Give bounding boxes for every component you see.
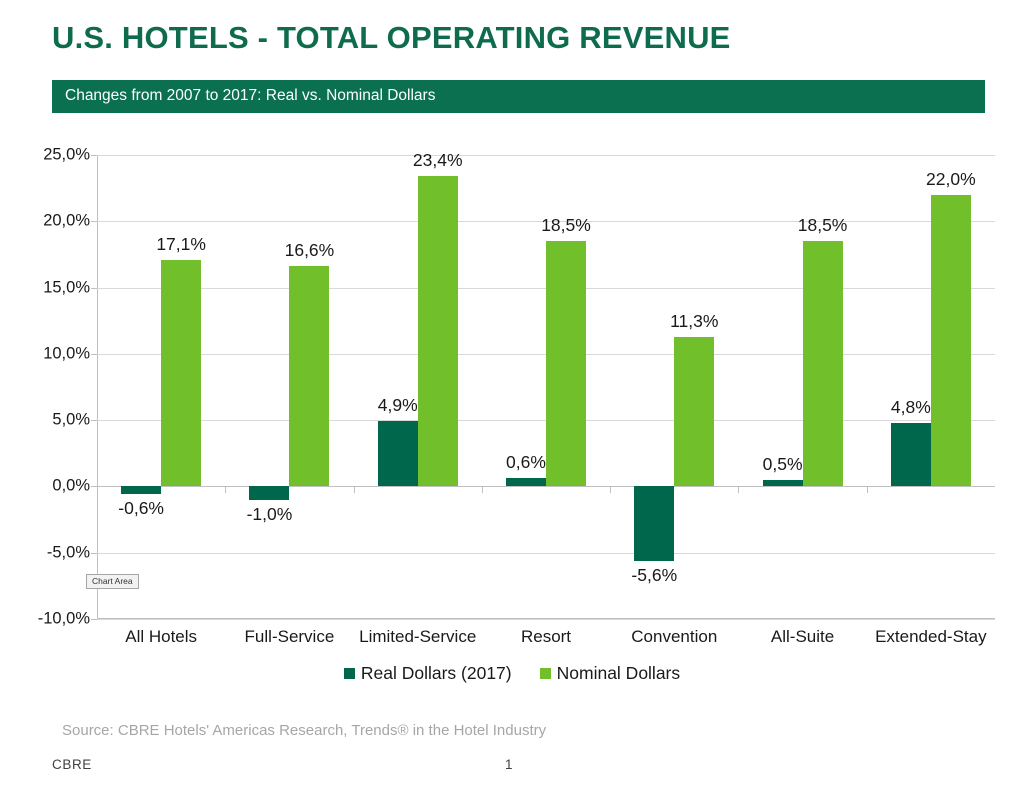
- x-axis-category-label: Full-Service: [244, 627, 335, 646]
- y-axis-line: [97, 155, 98, 619]
- y-axis-tick: [91, 353, 97, 355]
- legend-item-real-dollars[interactable]: Real Dollars (2017): [343, 663, 512, 684]
- bar-nominal-dollars[interactable]: [417, 176, 458, 487]
- bar-real-dollars[interactable]: [377, 421, 418, 487]
- y-axis-labels: 25,0% 20,0% 15,0% 10,0% 5,0% 0,0% -5,0% -10,0%: [12, 146, 90, 628]
- y-axis-tick: [91, 619, 97, 620]
- footer-brand: CBRE: [52, 757, 92, 772]
- x-axis-category-label: Extended-Stay: [875, 627, 987, 646]
- bar-value-label: 18,5%: [797, 215, 848, 236]
- x-axis-category-label: Resort: [520, 627, 572, 646]
- bar-value-label: 17,1%: [156, 233, 206, 254]
- y-axis-tick: [91, 155, 97, 156]
- category-tick: [353, 486, 355, 494]
- bar-real-dollars[interactable]: [762, 479, 803, 487]
- bar-value-label: 11,3%: [670, 310, 719, 331]
- category-tick: [481, 486, 483, 494]
- gridline: [97, 155, 995, 156]
- y-axis-label: 25,0%: [43, 145, 90, 164]
- bar-value-label: -0,6%: [118, 498, 164, 519]
- y-axis-label: -5,0%: [46, 543, 90, 562]
- gridline: [97, 619, 995, 620]
- legend-item-nominal-dollars[interactable]: Nominal Dollars: [539, 663, 681, 684]
- bar-real-dollars[interactable]: [121, 486, 162, 495]
- x-axis-category-label: All-Suite: [770, 627, 835, 646]
- gridline: [97, 552, 995, 554]
- y-axis-label: 0,0%: [52, 476, 90, 495]
- bar-value-label: 16,6%: [284, 240, 335, 261]
- category-tick: [225, 486, 227, 494]
- bar-value-label: 0,5%: [762, 453, 803, 474]
- bar-value-label: 0,6%: [506, 452, 546, 473]
- bar-nominal-dollars[interactable]: [674, 336, 715, 487]
- bar-nominal-dollars[interactable]: [546, 241, 586, 487]
- x-axis-line: [97, 618, 995, 619]
- y-axis-tick: [91, 486, 97, 488]
- x-axis-category-label: Limited-Service: [359, 627, 477, 646]
- legend-label: Nominal Dollars: [556, 663, 681, 683]
- y-axis-label: 10,0%: [43, 344, 90, 363]
- legend-swatch-icon: [343, 668, 355, 679]
- chart-area-tooltip: Chart Area: [86, 574, 139, 589]
- bar-value-label: 4,8%: [890, 396, 931, 417]
- bar-value-label: 18,5%: [541, 215, 591, 236]
- chart-legend[interactable]: Real Dollars (2017) Nominal Dollars: [0, 663, 1024, 684]
- y-axis-tick: [91, 552, 97, 554]
- bar-nominal-dollars[interactable]: [289, 266, 330, 487]
- subtitle-band: Changes from 2007 to 2017: Real vs. Nomi…: [52, 80, 985, 113]
- y-axis-tick: [91, 420, 97, 422]
- bar-real-dollars[interactable]: [890, 422, 931, 487]
- bar-value-label: 23,4%: [412, 150, 463, 171]
- legend-label: Real Dollars (2017): [360, 663, 512, 683]
- x-axis-category-label: Convention: [631, 627, 718, 646]
- zero-line: [97, 486, 995, 488]
- bar-nominal-dollars[interactable]: [802, 241, 843, 487]
- gridline: [97, 221, 995, 223]
- category-tick: [866, 486, 868, 494]
- y-axis-label: -10,0%: [37, 609, 90, 628]
- bar-real-dollars[interactable]: [506, 478, 546, 487]
- y-axis-label: 20,0%: [43, 211, 90, 230]
- bar-value-label: 22,0%: [926, 168, 976, 189]
- bar-real-dollars[interactable]: [634, 486, 675, 561]
- bar-chart[interactable]: 25,0% 20,0% 15,0% 10,0% 5,0% 0,0% -5,0% -10,0% …: [0, 140, 1024, 700]
- bar-nominal-dollars[interactable]: [930, 194, 971, 487]
- bar-real-dollars[interactable]: [249, 486, 290, 500]
- bar-nominal-dollars[interactable]: [161, 259, 202, 487]
- legend-swatch-icon: [539, 668, 551, 679]
- source-note: Source: CBRE Hotels' Americas Research, …: [62, 722, 547, 739]
- category-tick: [610, 486, 612, 494]
- bar-value-label: 4,9%: [377, 395, 418, 416]
- x-axis-category-label: All Hotels: [125, 627, 198, 646]
- y-axis-tick: [91, 221, 97, 223]
- page-title: U.S. HOTELS - TOTAL OPERATING REVENUE: [52, 20, 731, 55]
- plot-area[interactable]: -0,6% 17,1% -1,0% 16,6% 4,9% 23,4% 0,6% 18,5% -5…: [91, 150, 995, 620]
- subtitle-text: Changes from 2007 to 2017: Real vs. Nomi…: [65, 87, 436, 104]
- y-axis-label: 15,0%: [43, 278, 90, 297]
- bar-value-label: -1,0%: [246, 503, 293, 524]
- y-axis-tick: [91, 287, 97, 289]
- footer-page-number: 1: [505, 757, 513, 772]
- y-axis-label: 5,0%: [52, 410, 90, 429]
- category-tick: [738, 486, 740, 494]
- bar-value-label: -5,6%: [631, 564, 678, 585]
